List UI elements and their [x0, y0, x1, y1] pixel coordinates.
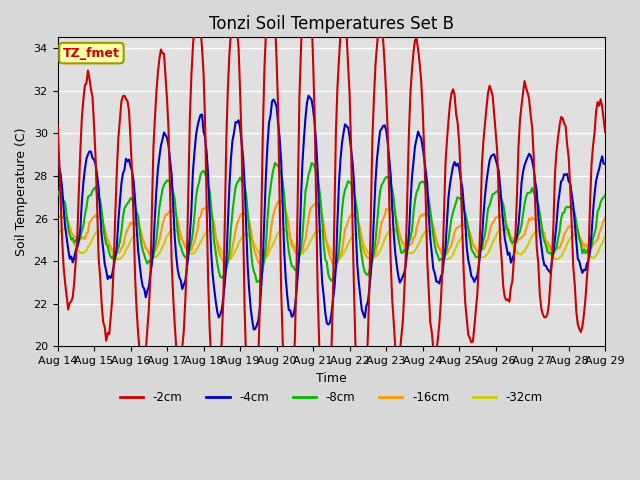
Legend: -2cm, -4cm, -8cm, -16cm, -32cm: -2cm, -4cm, -8cm, -16cm, -32cm — [115, 386, 548, 408]
X-axis label: Time: Time — [316, 372, 347, 384]
Y-axis label: Soil Temperature (C): Soil Temperature (C) — [15, 128, 28, 256]
Title: Tonzi Soil Temperatures Set B: Tonzi Soil Temperatures Set B — [209, 15, 454, 33]
Text: TZ_fmet: TZ_fmet — [63, 47, 120, 60]
